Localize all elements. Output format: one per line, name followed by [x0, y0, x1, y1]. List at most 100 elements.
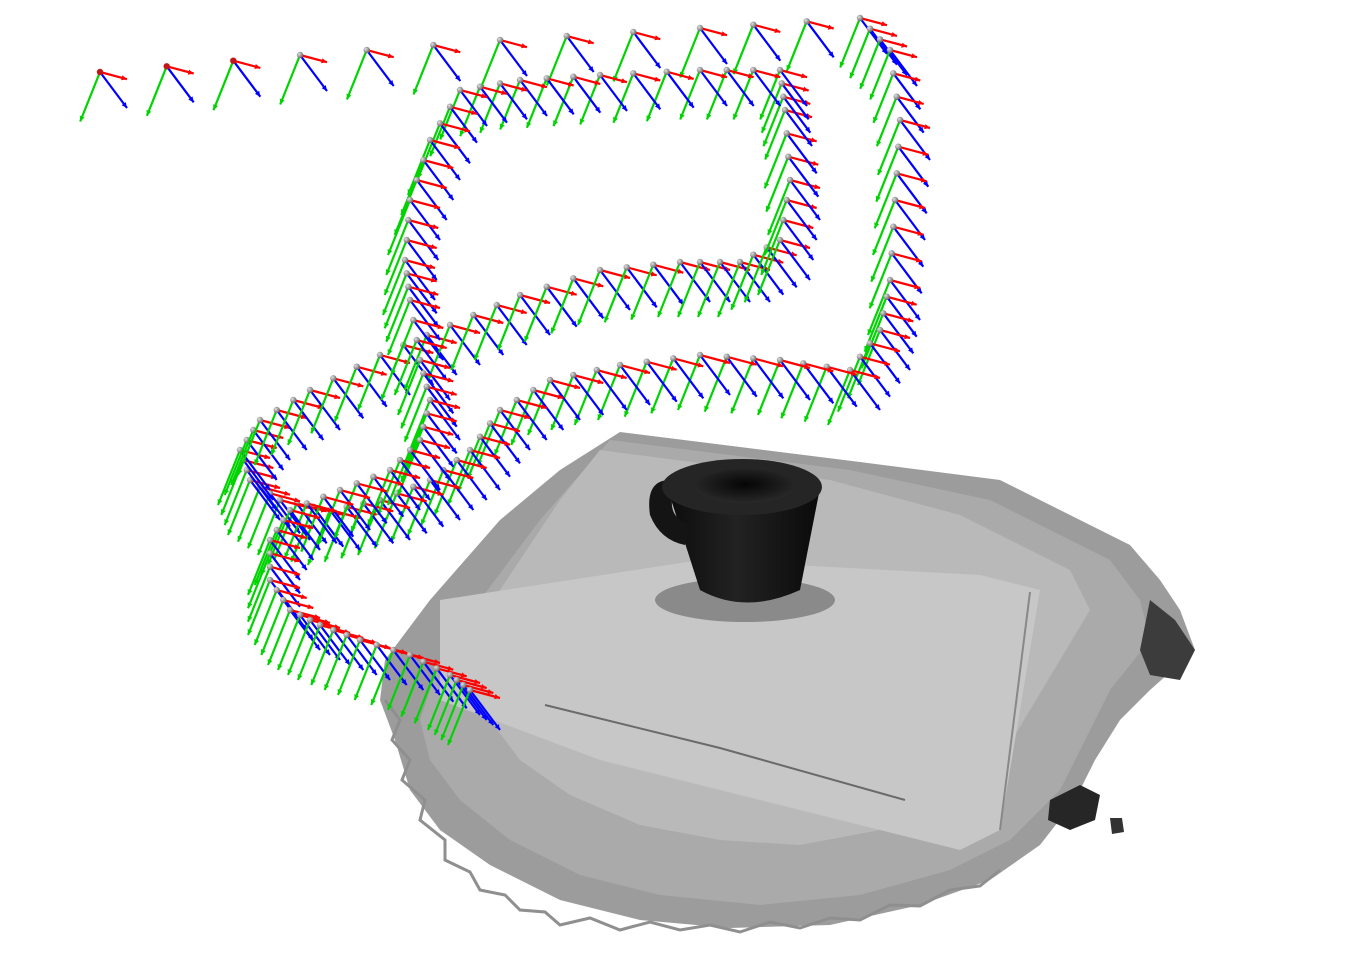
pose-axis-x-head	[894, 347, 900, 353]
pose-axis-y-head	[387, 704, 393, 710]
pose-origin-marker	[416, 436, 424, 444]
pose-axis-z-head	[371, 669, 377, 675]
pose-axis-y	[765, 156, 790, 213]
pose-axis-x-head	[597, 379, 604, 385]
pose-axis-y	[450, 314, 475, 371]
pose-axis-x-head	[747, 73, 754, 79]
pose-origin-marker	[266, 563, 274, 570]
pose-axis-z-head	[474, 359, 480, 365]
pose-axis-z	[409, 299, 441, 341]
pose-axis-y	[286, 619, 312, 676]
pose-axis-x-head	[620, 374, 627, 380]
pose-axis-y	[223, 469, 248, 526]
pose-axis-x-head	[677, 268, 684, 274]
pose-axis-y-head	[764, 153, 770, 160]
pose-axis-x-head	[910, 300, 917, 306]
pose-axis-z	[599, 269, 631, 311]
pose-axis-y-head	[414, 717, 420, 724]
pose-axis-y	[679, 69, 702, 120]
pose-axis-y-head	[257, 549, 263, 555]
pose-axis-y-head	[450, 364, 456, 370]
pose-axis-y-head	[434, 509, 440, 515]
pose-axis-y	[403, 334, 428, 391]
pose-axis-x-head	[264, 454, 270, 460]
pose-axis-y	[396, 359, 422, 416]
pose-axis-z-head	[324, 649, 330, 655]
pose-axis-y	[656, 261, 682, 318]
pose-axis-x-head	[450, 339, 457, 345]
pose-origin-marker	[750, 251, 757, 258]
pose-axis-y	[403, 412, 428, 469]
pose-origin-marker	[401, 256, 409, 264]
pose-axis-x-head	[474, 329, 480, 335]
pose-axis-x-head	[454, 144, 460, 150]
pose-axis-y-head	[440, 734, 446, 740]
pose-axis-z-head	[448, 407, 454, 414]
pose-origin-marker	[630, 28, 637, 36]
pose-origin-marker	[643, 358, 650, 365]
pose-axis-y-head	[550, 327, 556, 334]
pose-axis-x-head	[404, 504, 410, 510]
pose-axis-y-head	[287, 439, 293, 445]
pose-axis-z-head	[698, 392, 704, 399]
pose-axis-x-head	[430, 244, 437, 250]
pose-axis-z	[332, 629, 365, 671]
pose-axis-z-head	[621, 105, 627, 111]
pose-origin-marker	[426, 136, 434, 144]
mat-edge	[544, 704, 906, 801]
pose-axis-z	[422, 159, 455, 201]
pose-axis-x-head	[520, 309, 527, 315]
pose-axis-y	[473, 304, 498, 361]
pose-axis-z	[719, 261, 751, 303]
pose-axis-z	[309, 619, 341, 661]
pose-axis-y	[523, 286, 548, 343]
pose-origin-marker	[163, 63, 170, 70]
pose-axis-x-head	[414, 474, 420, 480]
pose-axis-z-head	[388, 80, 394, 86]
pose-axis-y	[466, 422, 492, 479]
pose-origin-marker	[390, 646, 397, 654]
pose-axis-y	[276, 614, 302, 671]
pose-origin-marker	[410, 316, 417, 324]
pose-origin-marker	[453, 456, 460, 464]
pose-axis-z	[752, 24, 782, 62]
pose-axis-y	[766, 179, 792, 236]
pose-axis-z-head	[278, 464, 284, 470]
pose-axis-z-head	[264, 484, 270, 490]
pose-axis-z-head	[381, 517, 387, 524]
pose-axis-z-head	[778, 288, 784, 295]
pose-axis-y	[433, 679, 458, 736]
pose-axis-z	[379, 499, 411, 541]
pose-axis-y-head	[357, 404, 363, 410]
pose-axis-y	[296, 624, 322, 681]
pose-axis-y-head	[385, 335, 391, 342]
pose-origin-marker	[406, 446, 414, 454]
pose-axis-x-head	[357, 382, 364, 388]
pose-axis-x-head	[521, 86, 527, 92]
pose-axis-x-head	[907, 317, 914, 323]
pose-axis-x-head	[904, 334, 910, 340]
pose-axis-z	[699, 354, 731, 396]
pose-origin-marker	[890, 223, 897, 230]
pose-axis-x-head	[432, 224, 439, 230]
pose-axis-x-head	[810, 137, 817, 143]
pose-axis-z-head	[524, 444, 530, 450]
pose-origin-marker	[670, 355, 677, 362]
pose-axis-z-head	[294, 587, 300, 594]
pose-axis-z	[419, 439, 451, 481]
pose-axis-y	[679, 27, 702, 78]
pose-axis-y-head	[677, 404, 683, 410]
pose-origin-marker	[516, 76, 524, 84]
pose-axis-y	[270, 399, 295, 456]
pose-axis-y-head	[384, 322, 390, 329]
pose-axis-z	[752, 357, 785, 399]
pose-axis-z	[869, 28, 898, 66]
pose-axis-z	[825, 366, 858, 408]
pose-axis-y-head	[387, 249, 393, 255]
pose-axis-z-head	[923, 180, 929, 187]
pose-axis-y	[732, 69, 755, 120]
pose-origin-marker	[723, 353, 730, 360]
pose-axis-x-head	[644, 369, 650, 375]
pose-axis-x-head	[850, 370, 857, 376]
